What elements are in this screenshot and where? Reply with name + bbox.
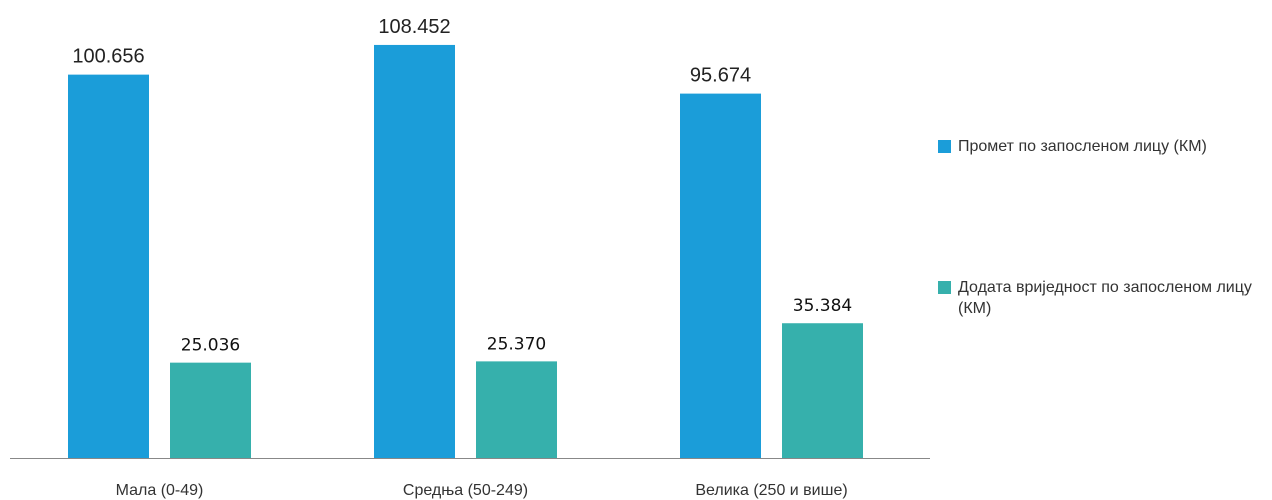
bar-turnover bbox=[68, 74, 149, 458]
legend-item-turnover: Промет по запосленом лицу (КМ) bbox=[938, 136, 1258, 157]
bar-turnover bbox=[374, 44, 455, 459]
legend-label-turnover: Промет по запосленом лицу (КМ) bbox=[958, 138, 1207, 155]
legend-label-value-added: Додата вриједност по запосленом лицу (КМ… bbox=[958, 279, 1252, 317]
legend-swatch-turnover bbox=[938, 140, 951, 153]
category-label: Мала (0-49) bbox=[116, 482, 204, 499]
legend-item-value-added: Додата вриједност по запосленом лицу (КМ… bbox=[938, 277, 1258, 319]
category-label: Велика (250 и више) bbox=[695, 482, 847, 499]
bar-turnover bbox=[680, 93, 761, 459]
bar-value-added bbox=[782, 323, 863, 458]
bars-layer bbox=[68, 44, 863, 459]
value-label-value-added: 35.384 bbox=[793, 296, 852, 316]
value-label-value-added: 25.370 bbox=[487, 334, 546, 354]
labels-layer: 100.656 25.036 Мала (0-49) 108.452 25.370 Сре… bbox=[72, 16, 852, 499]
category-label: Средња (50-249) bbox=[403, 482, 528, 499]
value-label-turnover: 95.674 bbox=[690, 65, 751, 87]
value-label-turnover: 100.656 bbox=[72, 46, 144, 68]
legend-swatch-value-added bbox=[938, 281, 951, 294]
bar-value-added bbox=[170, 362, 251, 458]
bar-value-added bbox=[476, 361, 557, 458]
value-label-value-added: 25.036 bbox=[181, 336, 240, 356]
value-label-turnover: 108.452 bbox=[378, 16, 450, 38]
